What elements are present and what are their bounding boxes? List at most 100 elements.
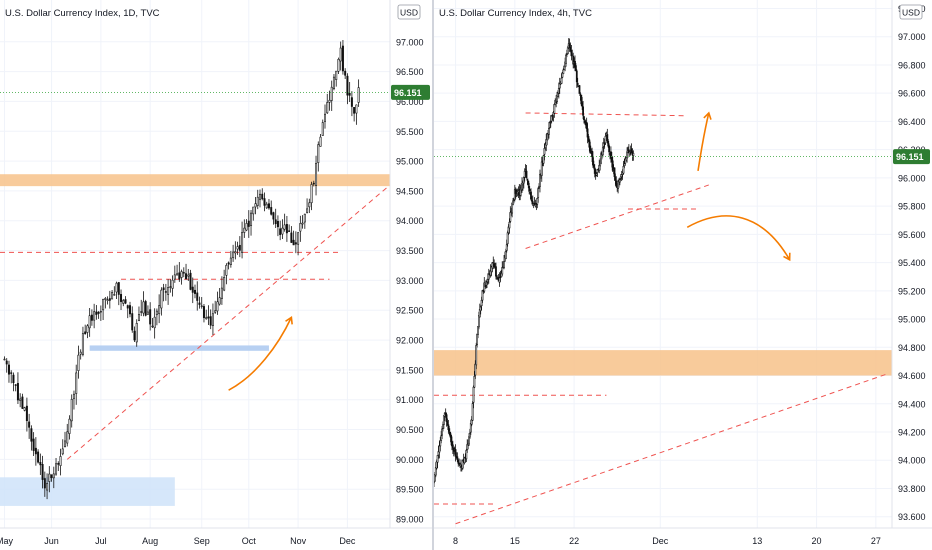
candle-body xyxy=(442,424,444,429)
panel-divider[interactable] xyxy=(432,0,434,550)
currency-badge[interactable] xyxy=(899,4,923,20)
chart-title: U.S. Dollar Currency Index, 4h, TVC xyxy=(439,8,592,19)
y-tick-label: 94.800 xyxy=(898,343,926,353)
y-tick-label: 93.500 xyxy=(396,246,424,256)
x-tick-label: 8 xyxy=(453,536,458,546)
candle-body xyxy=(600,153,602,164)
candle-body xyxy=(476,333,479,345)
candle-body xyxy=(279,228,282,235)
y-tick-label: 89.000 xyxy=(396,515,424,525)
h4-chart-panel[interactable]: 97.20097.00096.80096.60096.40096.20096.0… xyxy=(434,0,932,550)
zone-rectangle[interactable] xyxy=(0,477,175,506)
candle-body xyxy=(473,376,476,388)
y-tick-label: 92.500 xyxy=(396,306,424,316)
currency-badge-label: USD xyxy=(400,8,418,18)
candle-body xyxy=(344,70,347,76)
candle-body xyxy=(250,212,253,226)
candle-body xyxy=(234,251,237,254)
candle-body xyxy=(471,403,474,421)
candle-body xyxy=(274,219,277,225)
daily-chart-panel[interactable]: 97.000 96.500 96.000 95.500 95.000 94.500 94.0… xyxy=(0,0,432,550)
candle-body xyxy=(522,177,525,184)
candle-body xyxy=(292,239,295,246)
candle-body xyxy=(3,358,6,361)
candle-body xyxy=(444,412,447,415)
candle-body xyxy=(55,463,58,475)
candle-body xyxy=(84,331,87,335)
candle-body xyxy=(173,274,176,280)
candle-body xyxy=(434,467,437,476)
candle-body xyxy=(25,405,28,422)
zone-rectangle[interactable] xyxy=(434,350,892,376)
candle-body xyxy=(477,326,479,335)
y-tick-label: 94.000 xyxy=(396,216,424,226)
candle-body xyxy=(506,232,509,245)
dashed-trendline[interactable] xyxy=(455,373,887,525)
candle-body xyxy=(330,86,333,101)
candle-body xyxy=(111,292,114,300)
candle-body xyxy=(189,272,192,290)
candle-body xyxy=(503,261,505,268)
candle-body xyxy=(129,305,131,315)
candle-body xyxy=(90,314,93,321)
candle-body xyxy=(585,123,588,129)
candle-body xyxy=(606,134,609,142)
candle-body xyxy=(578,85,581,94)
candle-body xyxy=(545,139,548,146)
y-tick-label: 96.000 xyxy=(396,97,424,107)
candle-body xyxy=(14,384,17,386)
currency-badge[interactable] xyxy=(397,4,421,20)
candle-body xyxy=(317,144,320,163)
price-axis[interactable] xyxy=(892,0,932,550)
candle-body xyxy=(550,115,553,122)
candle-body xyxy=(608,145,611,153)
y-tick-label: 97.000 xyxy=(396,37,424,47)
candle-body xyxy=(135,322,138,343)
candle-body xyxy=(185,273,188,280)
candle-body xyxy=(34,447,37,455)
y-tick-label: 95.400 xyxy=(898,258,926,268)
candle-body xyxy=(440,435,443,441)
candle-body xyxy=(441,428,443,436)
candle-body xyxy=(319,136,322,147)
projection-arrow[interactable] xyxy=(697,112,710,171)
candle-body xyxy=(575,70,578,83)
candle-body xyxy=(144,301,147,316)
candle-body xyxy=(131,313,134,331)
time-axis[interactable] xyxy=(434,528,932,550)
candle-body xyxy=(252,206,255,215)
candle-body xyxy=(553,104,556,114)
candle-body xyxy=(160,289,163,309)
zone-rectangle[interactable] xyxy=(0,174,390,187)
candle-body xyxy=(539,174,541,187)
candle-body xyxy=(176,273,179,276)
projection-arrow[interactable] xyxy=(686,215,791,261)
zone-rectangle[interactable] xyxy=(89,345,269,351)
dashed-trendline[interactable] xyxy=(66,184,391,460)
candle-body xyxy=(211,313,214,326)
candle-body xyxy=(229,257,232,266)
candle-body xyxy=(7,364,10,375)
projection-arrow[interactable] xyxy=(228,317,293,391)
candle-body xyxy=(115,282,118,293)
y-tick-label: 93.600 xyxy=(898,512,926,522)
currency-badge-label: USD xyxy=(902,8,920,18)
candle-body xyxy=(445,414,448,422)
y-tick-label: 95.600 xyxy=(898,230,926,240)
candle-body xyxy=(178,272,181,280)
candle-body xyxy=(245,223,248,231)
candle-body xyxy=(571,54,574,57)
candle-body xyxy=(267,203,270,209)
candle-body xyxy=(614,176,617,181)
time-axis[interactable] xyxy=(0,528,432,550)
candle-body xyxy=(530,191,532,200)
candle-body xyxy=(328,99,331,103)
candle-body xyxy=(456,456,459,461)
candle-body xyxy=(16,383,19,401)
candle-body xyxy=(243,227,246,233)
candle-body xyxy=(52,473,55,479)
candle-body xyxy=(169,286,172,288)
candle-body xyxy=(448,428,451,432)
candle-body xyxy=(194,289,196,294)
